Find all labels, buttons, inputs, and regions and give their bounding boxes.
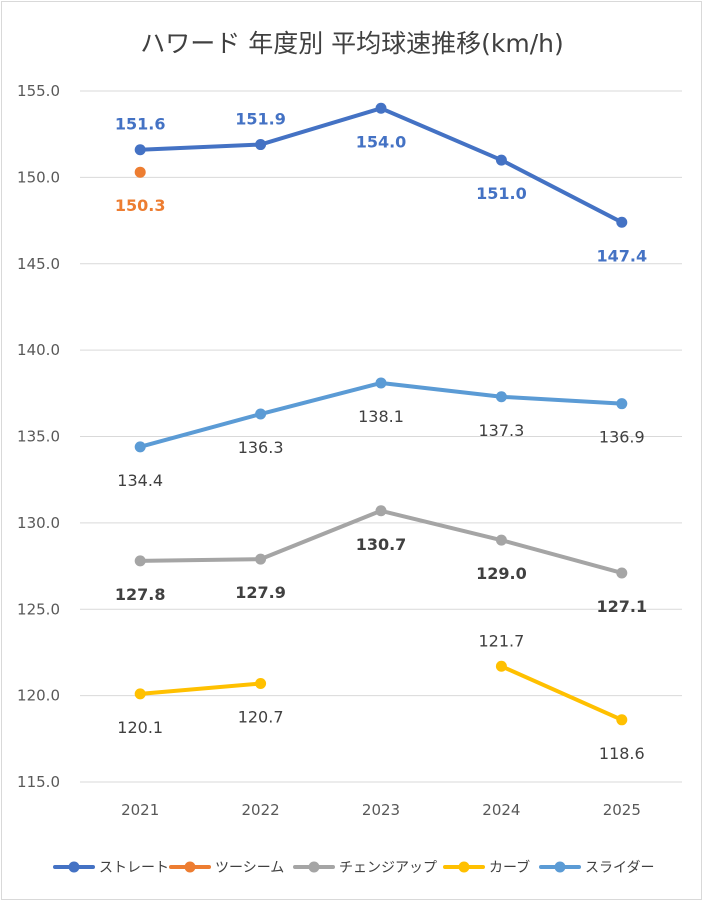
y-tick-label-4: 135.0 [17, 428, 60, 446]
data-label-4-0: 134.4 [117, 471, 163, 490]
series-2 [134, 505, 628, 579]
series-0-point-4 [616, 216, 628, 228]
series-3-point-3 [495, 660, 507, 672]
x-tick-label-3: 2024 [482, 801, 520, 819]
x-tick-label-2: 2023 [362, 801, 400, 819]
series-3-line-1 [499, 664, 624, 722]
y-tick-label-6: 145.0 [17, 255, 60, 273]
series-3-point-4 [616, 714, 628, 726]
data-label-3-3: 121.7 [478, 631, 524, 650]
series-0-point-3 [495, 154, 507, 166]
data-label-3-1: 120.7 [238, 708, 284, 727]
y-tick-label-0: 115.0 [17, 773, 60, 791]
legend-label-2: チェンジアップ [339, 860, 437, 876]
series-2-point-1 [255, 553, 267, 565]
legend-label-1: ツーシーム [215, 860, 284, 876]
data-label-0-2: 154.0 [356, 132, 407, 151]
legend-marker-2 [308, 861, 320, 873]
data-label-3-4: 118.6 [599, 744, 645, 763]
series-3-point-0 [134, 688, 146, 700]
legend-marker-1 [184, 861, 196, 873]
data-label-0-3: 151.0 [476, 184, 527, 203]
series-0 [134, 102, 628, 228]
series-1-point-0 [134, 166, 146, 178]
x-tick-label-4: 2025 [603, 801, 641, 819]
legend-marker-4 [554, 861, 566, 873]
series-3-point-1 [255, 678, 267, 690]
y-tick-label-1: 120.0 [17, 687, 60, 705]
series-0-point-2 [375, 102, 387, 114]
y-tick-label-8: 155.0 [17, 82, 60, 100]
series-0-line-0 [138, 106, 624, 225]
y-axis-ticks: 115.0 120.0 125.0 130.0 135.0 140.0 145.0 150.0… [17, 82, 60, 791]
data-label-0-1: 151.9 [235, 110, 286, 129]
legend: ストレート ツーシーム チェンジアップ カーブ スライダー [53, 859, 654, 876]
y-tick-label-2: 125.0 [17, 600, 60, 618]
series-2-point-2 [375, 505, 387, 517]
series-2-point-0 [134, 555, 146, 567]
data-label-4-1: 136.3 [238, 438, 284, 457]
series-4 [134, 377, 628, 453]
data-labels: 134.4 136.3 138.1 137.3 136.9 127.8 127.9 130.7… [115, 110, 647, 763]
data-label-1-0: 150.3 [115, 196, 166, 215]
data-label-0-0: 151.6 [115, 115, 166, 134]
y-tick-label-5: 140.0 [17, 341, 60, 359]
legend-item-1: ツーシーム [169, 860, 284, 876]
legend-label-0: ストレート [99, 860, 169, 876]
legend-marker-0 [68, 861, 80, 873]
data-label-0-4: 147.4 [596, 246, 647, 265]
data-label-2-3: 129.0 [476, 564, 527, 583]
series-4-point-2 [375, 377, 387, 389]
legend-label-4: スライダー [585, 860, 654, 876]
legend-label-3: カーブ [489, 859, 530, 876]
series-2-point-3 [495, 534, 507, 546]
data-label-2-0: 127.8 [115, 585, 166, 604]
series-4-point-0 [134, 441, 146, 453]
series-4-point-3 [495, 391, 507, 403]
series-0-point-0 [134, 144, 146, 156]
x-tick-label-1: 2022 [242, 801, 280, 819]
x-axis-ticks: 2021 2022 2023 2024 2025 [121, 801, 641, 819]
series-4-point-4 [616, 398, 628, 410]
series-1 [134, 166, 146, 178]
series-lines [134, 102, 628, 726]
chart-title: ハワード 年度別 平均球速推移(km/h) [140, 29, 564, 58]
data-label-4-4: 136.9 [599, 428, 645, 447]
data-label-2-4: 127.1 [596, 597, 647, 616]
data-label-4-2: 138.1 [358, 407, 404, 426]
series-0-point-1 [255, 139, 267, 151]
data-label-3-0: 120.1 [117, 718, 163, 737]
series-3 [134, 660, 628, 726]
x-tick-label-0: 2021 [121, 801, 159, 819]
y-tick-label-7: 150.0 [17, 168, 60, 186]
gridlines [80, 90, 682, 783]
data-label-4-3: 137.3 [478, 421, 524, 440]
data-label-2-2: 130.7 [356, 535, 407, 554]
series-4-point-1 [255, 408, 267, 420]
series-2-point-4 [616, 567, 628, 579]
legend-item-0: ストレート [53, 860, 169, 876]
legend-item-4: スライダー [539, 860, 654, 876]
legend-item-3: カーブ [443, 859, 530, 876]
legend-marker-3 [458, 861, 470, 873]
series-3-line-0 [138, 681, 263, 696]
legend-item-2: チェンジアップ [293, 860, 437, 876]
y-tick-label-3: 130.0 [17, 514, 60, 532]
data-label-2-1: 127.9 [235, 583, 286, 602]
